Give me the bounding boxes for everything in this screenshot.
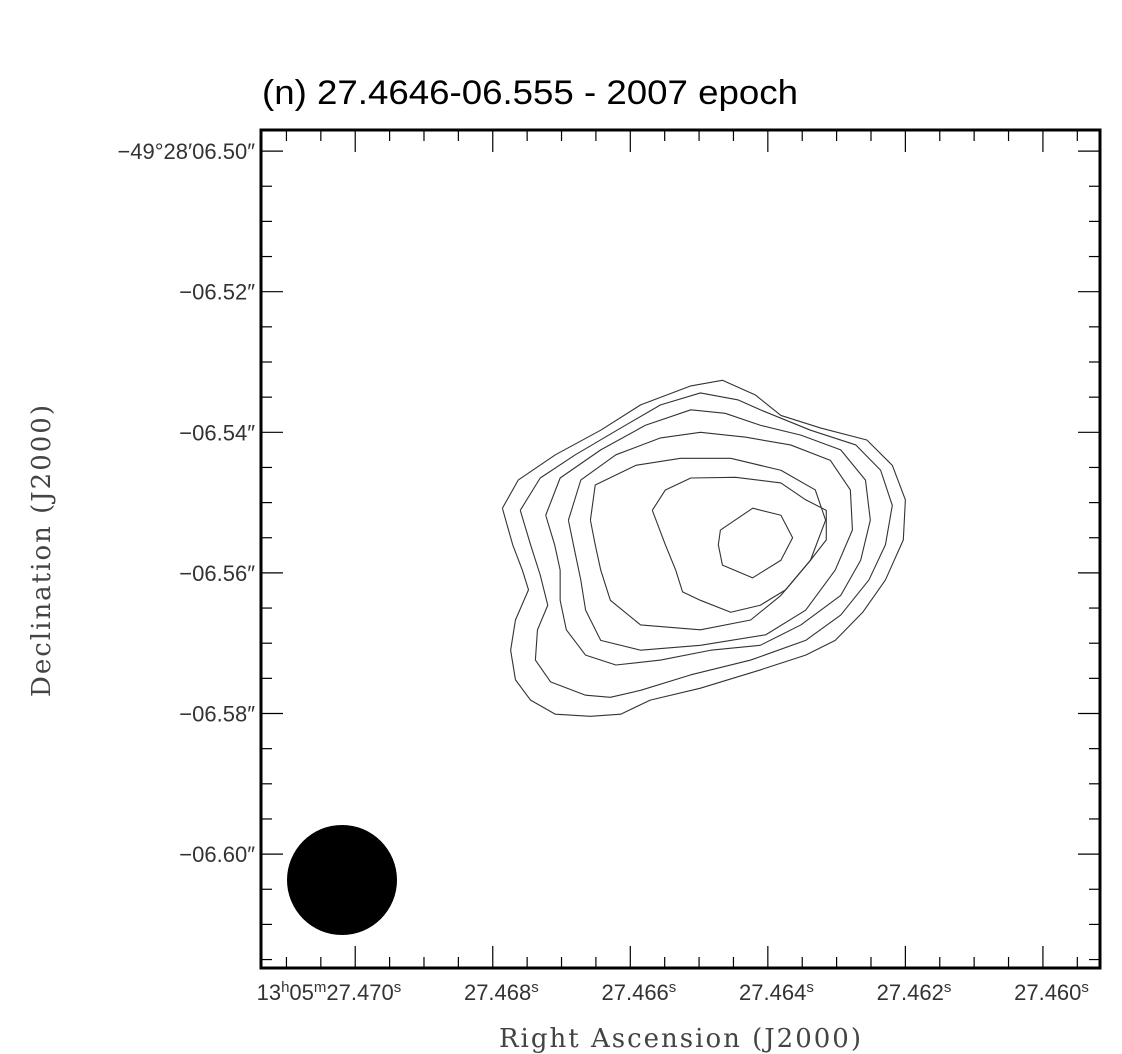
label-part: 13 bbox=[257, 980, 281, 1005]
x-tick-label: 27.464s bbox=[739, 979, 814, 1006]
label-part: s bbox=[394, 979, 402, 996]
x-axis-label: Right Ascension (J2000) bbox=[499, 1024, 863, 1054]
beam bbox=[287, 825, 397, 935]
y-tick-label: −06.54″ bbox=[179, 420, 255, 445]
label-part: s bbox=[669, 979, 677, 996]
contour-line bbox=[501, 379, 906, 717]
label-part: 27.464 bbox=[739, 980, 806, 1005]
y-axis-label: Declination (J2000) bbox=[27, 403, 57, 697]
label-part: 27.468 bbox=[464, 980, 531, 1005]
y-tick-label: −06.60″ bbox=[179, 842, 255, 867]
x-tick-label: 27.466s bbox=[602, 979, 677, 1006]
y-tick-label: −06.52″ bbox=[179, 280, 255, 305]
contour-line bbox=[717, 507, 794, 579]
label-part: 27.460 bbox=[1014, 980, 1081, 1005]
x-tick-label: 27.462s bbox=[877, 979, 952, 1006]
y-tick-label: −06.56″ bbox=[179, 561, 255, 586]
label-part: s bbox=[944, 979, 952, 996]
label-part: 05 bbox=[289, 980, 313, 1005]
contour-line bbox=[651, 476, 827, 613]
label-part: s bbox=[531, 979, 539, 996]
label-part: h bbox=[281, 979, 289, 996]
label-part: 27.470 bbox=[326, 980, 393, 1005]
contour-line bbox=[567, 431, 853, 651]
x-tick-label: 13h05m27.470s bbox=[257, 979, 402, 1006]
label-part: 27.462 bbox=[877, 980, 944, 1005]
label-part: 27.466 bbox=[602, 980, 669, 1005]
x-tick-label: 27.460s bbox=[1014, 979, 1089, 1006]
contour-line bbox=[545, 409, 871, 666]
x-tick-label: 27.468s bbox=[464, 979, 539, 1006]
label-part: m bbox=[314, 979, 327, 996]
y-tick-label: −06.58″ bbox=[179, 702, 255, 727]
contour-line bbox=[519, 392, 893, 698]
y-tick-label: −49°28′06.50″ bbox=[117, 139, 255, 164]
label-part: s bbox=[806, 979, 814, 996]
frame bbox=[259, 128, 1102, 970]
label-part: s bbox=[1081, 979, 1089, 996]
chart-title: (n) 27.4646-06.555 - 2007 epoch bbox=[262, 74, 798, 112]
plot-area: 13h05m27.470s 27.468s 27.466s 27.464s 27.462… bbox=[117, 130, 1100, 1005]
